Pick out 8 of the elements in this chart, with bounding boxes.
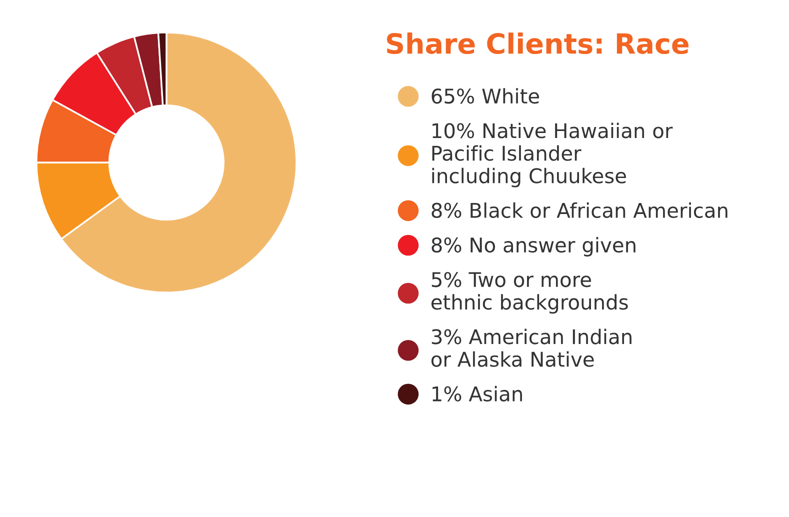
legend-label: 10% Native Hawaiian or Pacific Islander including Chuukese: [432, 122, 673, 188]
legend-label: 8% Black or African American: [432, 202, 728, 218]
legend-label: 5% Two or more ethnic backgrounds: [431, 272, 628, 314]
legend-label: 3% American Indian or Alaska Native: [431, 328, 632, 367]
legend-label: 1% Asian: [432, 386, 522, 402]
chart-title: Share Clients: Race: [386, 32, 688, 54]
legend-label: 8% No answer given: [432, 237, 636, 256]
legend-label: 65% White: [432, 88, 540, 104]
